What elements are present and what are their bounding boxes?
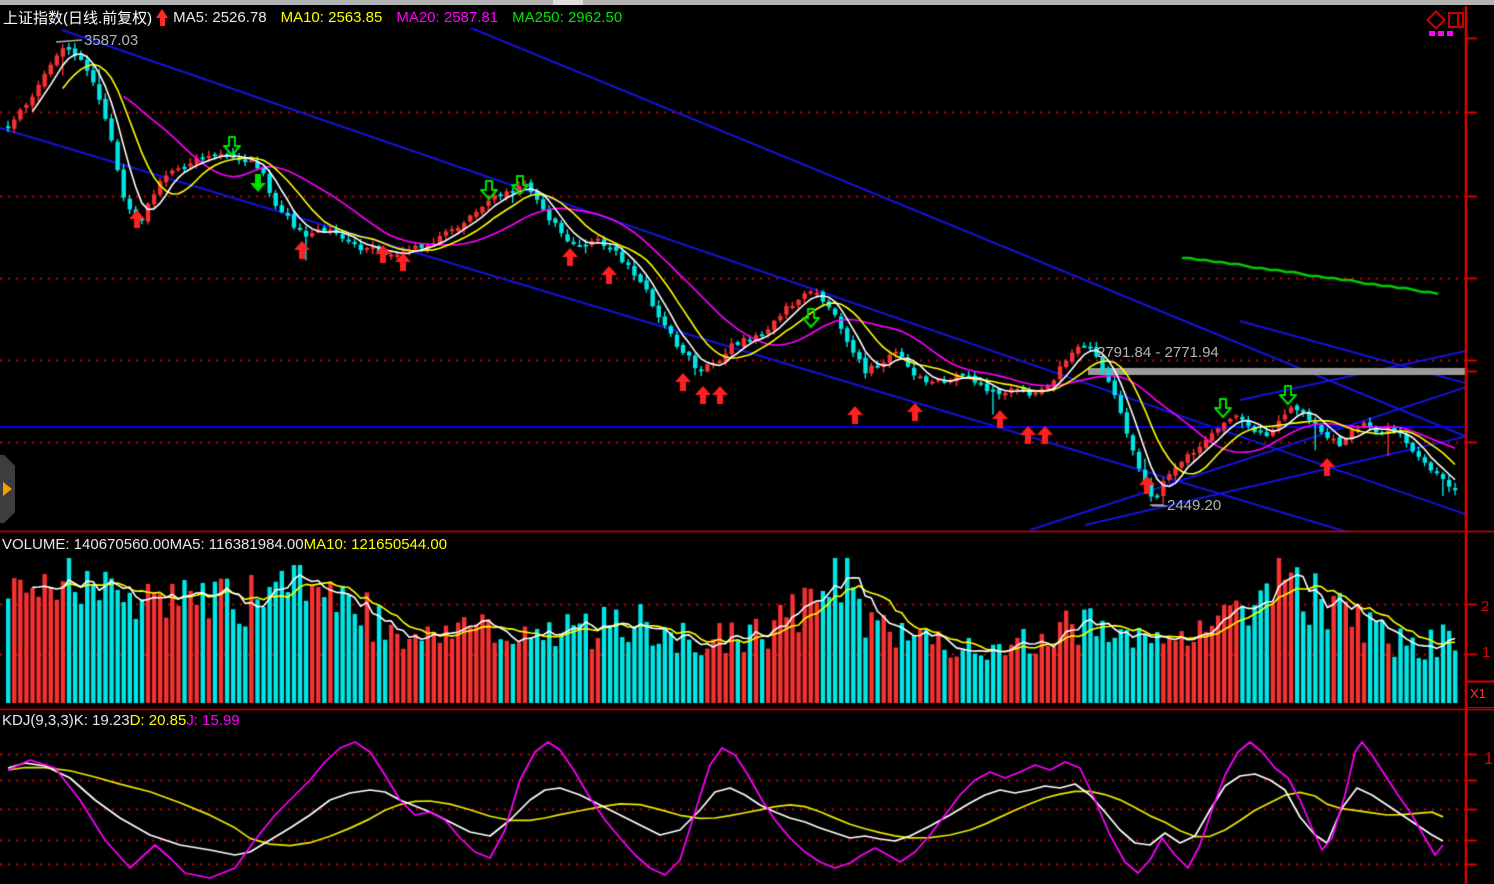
volume-axis-label-top: 2: [1481, 598, 1490, 615]
symbol-title: 上证指数(日线.前复权): [3, 10, 153, 27]
volume-ma5-value: MA5: 116381984.00: [169, 536, 304, 553]
window-layout-icon[interactable]: [1448, 12, 1464, 28]
kdj-name: KDJ(9,3,3): [2, 712, 74, 729]
volume-legend: VOLUME: 140670560.00 MA5: 116381984.00 M…: [2, 536, 447, 553]
ma250-value: MA250: 2962.50: [512, 9, 623, 26]
ma10-value: MA10: 2563.85: [280, 9, 383, 26]
expand-arrow-icon: [3, 482, 12, 496]
volume-ma10-value: MA10: 121650544.00: [303, 536, 448, 553]
volume-value: VOLUME: 140670560.00: [2, 536, 170, 553]
kdj-legend: KDJ(9,3,3) K: 19.23 D: 20.85 J: 15.99: [2, 712, 240, 729]
up-arrow-icon: [156, 9, 169, 26]
kdj-k-value: K: 19.23: [73, 712, 130, 729]
ma20-value: MA20: 2587.81: [396, 9, 499, 26]
sidebar-expand-handle[interactable]: [0, 455, 15, 523]
low-price-label: —2449.20: [1152, 497, 1222, 514]
high-price-label: 3587.03: [84, 32, 139, 49]
kdj-axis-label: 1: [1484, 749, 1494, 768]
top-toolbar-strip: [0, 0, 1494, 5]
top-toolbar-tab: [553, 0, 583, 5]
main-chart-legend: 上证指数(日线.前复权) MA5: 2526.78 MA10: 2563.85 …: [3, 7, 622, 28]
volume-axis-label-bottom: 1: [1482, 644, 1491, 661]
kdj-j-value: J: 15.99: [186, 712, 240, 729]
dots-indicator-icon: [1429, 31, 1453, 36]
gap-price-label: 2791.84 - 2771.94: [1097, 344, 1219, 361]
kdj-d-value: D: 20.85: [129, 712, 187, 729]
ma5-value: MA5: 2526.78: [173, 9, 267, 26]
volume-scale-badge: X1: [1466, 681, 1494, 708]
